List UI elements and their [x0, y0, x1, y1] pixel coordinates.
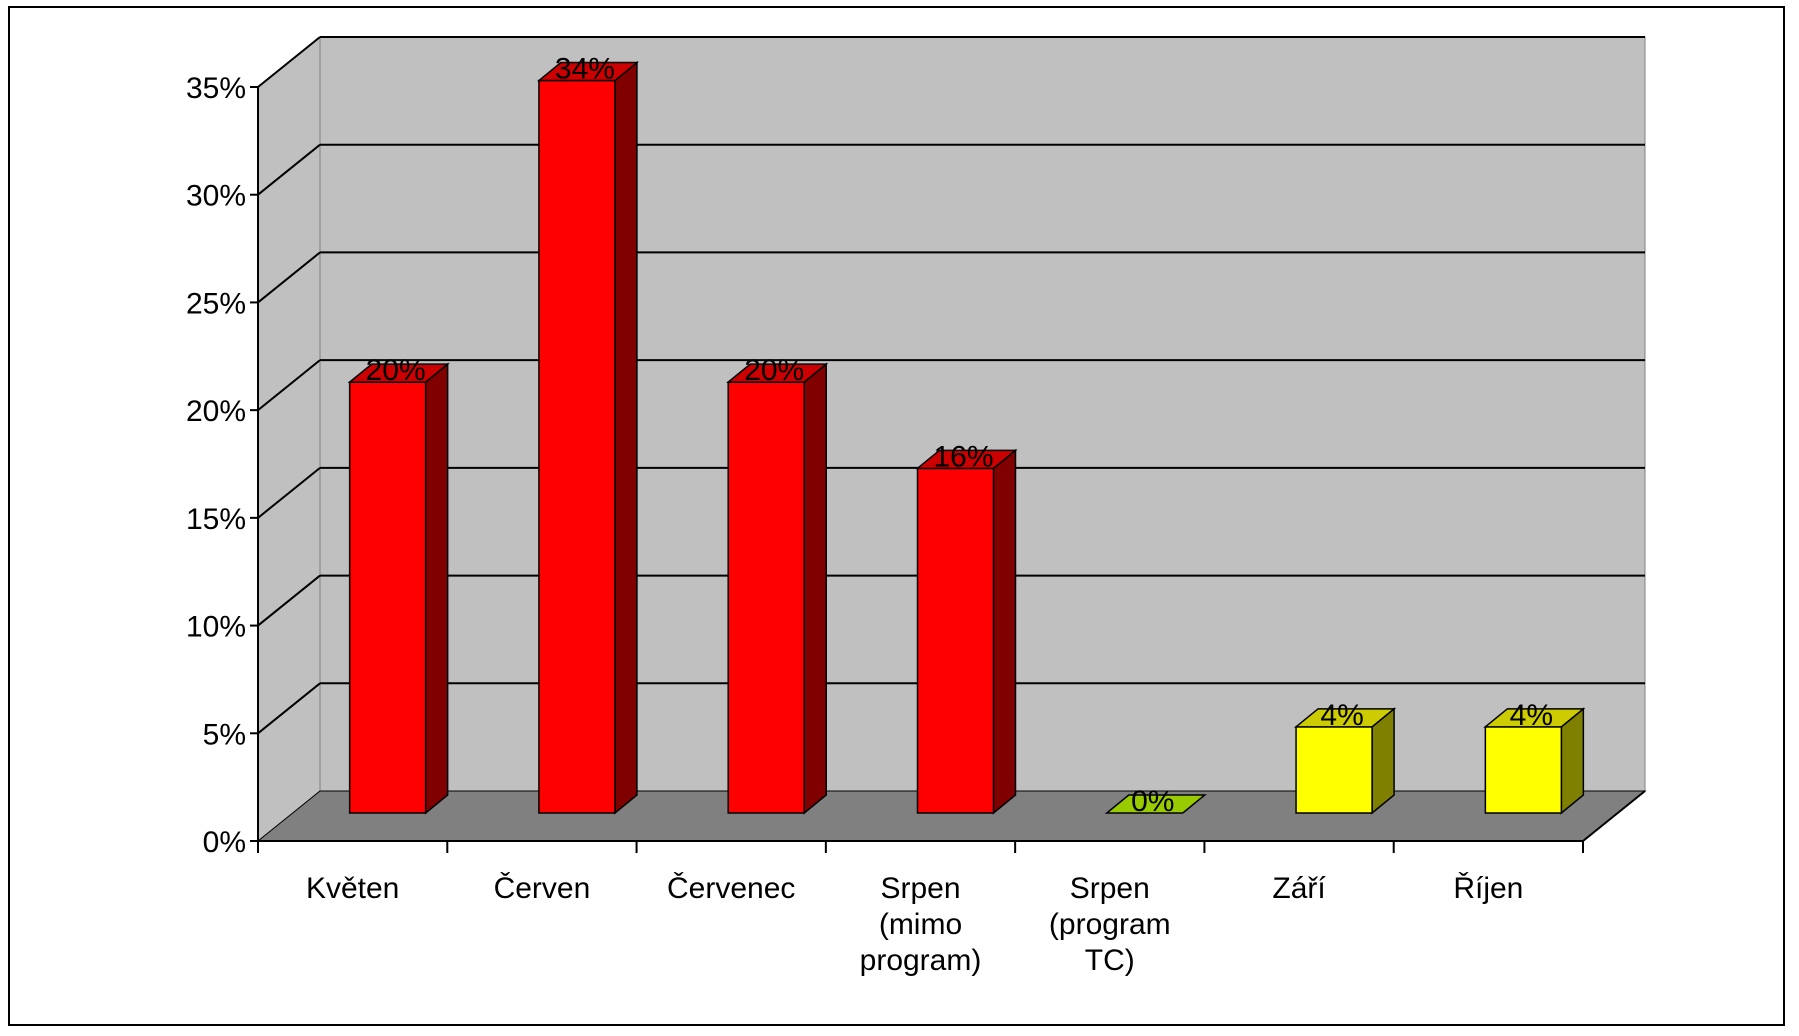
gridline-side — [257, 36, 321, 88]
x-tick-label: Říjen — [1453, 872, 1523, 905]
x-tick-label: Srpen — [1070, 872, 1150, 905]
y-tick-label: 15% — [186, 503, 246, 536]
bar-top — [347, 363, 450, 383]
x-tick-label: (mimo — [879, 908, 962, 941]
bar-top — [726, 363, 829, 383]
bar — [348, 381, 427, 814]
y-tick-label: 0% — [203, 826, 246, 859]
bar-top — [1104, 794, 1207, 814]
gridline-side — [257, 682, 321, 735]
bar-side — [614, 60, 638, 815]
x-tick-label: (program — [1049, 908, 1171, 941]
gridline-side — [257, 251, 321, 304]
data-label: 34% — [555, 53, 615, 86]
y-tick-label: 20% — [186, 395, 246, 428]
gridline-side — [257, 359, 321, 411]
x-tick-label: Srpen — [880, 872, 960, 905]
bar — [538, 79, 616, 814]
bar-top — [915, 449, 1018, 470]
x-tick-label: Červenec — [667, 871, 795, 905]
data-label: 20% — [366, 354, 426, 387]
gridline-side — [257, 467, 321, 519]
y-tick-label: 5% — [203, 718, 246, 751]
bar — [1484, 726, 1563, 814]
x-axis-depth — [1582, 790, 1646, 842]
gridline-side — [257, 574, 321, 627]
gridline-side — [257, 143, 321, 196]
x-tick-label: Květen — [306, 872, 399, 905]
x-tick-label: TC) — [1085, 944, 1135, 977]
bar-side — [803, 362, 827, 815]
data-label: 0% — [1131, 785, 1174, 818]
data-label: 20% — [744, 354, 804, 387]
bar-top — [1483, 708, 1586, 728]
data-label: 4% — [1510, 699, 1553, 732]
y-tick-label: 35% — [186, 72, 246, 105]
bar — [727, 381, 805, 814]
bar-side — [992, 448, 1017, 815]
side-wall — [257, 35, 321, 843]
data-label: 4% — [1320, 699, 1363, 732]
bar — [1295, 726, 1373, 814]
data-label: 16% — [933, 440, 993, 473]
bar-side — [424, 362, 449, 815]
x-tick-label: Červen — [494, 871, 591, 905]
y-tick-label: 30% — [186, 180, 246, 213]
x-tick-label: Září — [1272, 872, 1326, 905]
bar — [916, 467, 995, 814]
y-tick-label: 25% — [186, 287, 246, 320]
x-tick-label: program) — [860, 944, 982, 977]
bar-top — [536, 61, 640, 82]
y-tick-label: 10% — [186, 611, 246, 644]
bar-top — [1293, 708, 1397, 728]
